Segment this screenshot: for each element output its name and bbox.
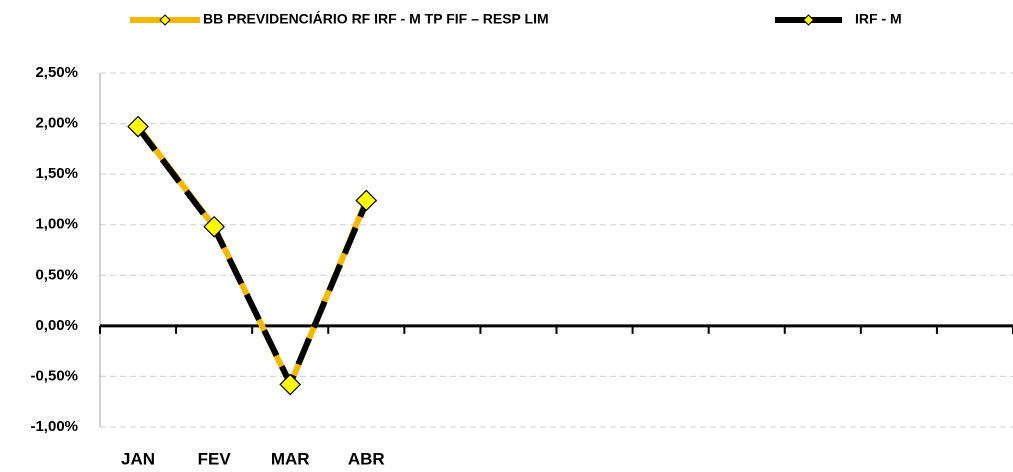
y-tick-label: 1,50% [35, 165, 78, 182]
point-marker [279, 373, 302, 396]
series-line [135, 124, 370, 388]
x-tick-label: JAN [121, 449, 155, 468]
legend-marker [159, 14, 171, 26]
point-marker [203, 215, 225, 238]
legend-label: IRF - M [855, 11, 902, 27]
y-tick-label: 0,50% [35, 266, 78, 283]
series-line [135, 125, 370, 387]
y-tick-label: -0,50% [30, 367, 78, 384]
x-tick-label: FEV [198, 449, 232, 468]
point-marker [127, 115, 149, 138]
y-tick-label: -1,00% [30, 418, 78, 435]
point-marker [355, 189, 378, 212]
y-tick-label: 1,00% [35, 216, 78, 233]
y-tick-label: 0,00% [35, 317, 78, 334]
y-tick-label: 2,50% [35, 64, 78, 81]
legend-label: BB PREVIDENCIÁRIO RF IRF - M TP FIF – RE… [203, 11, 549, 27]
y-tick-label: 2,00% [35, 115, 78, 132]
x-tick-label: MAR [271, 449, 310, 468]
legend-marker [802, 14, 815, 26]
x-tick-label: ABR [348, 449, 385, 468]
